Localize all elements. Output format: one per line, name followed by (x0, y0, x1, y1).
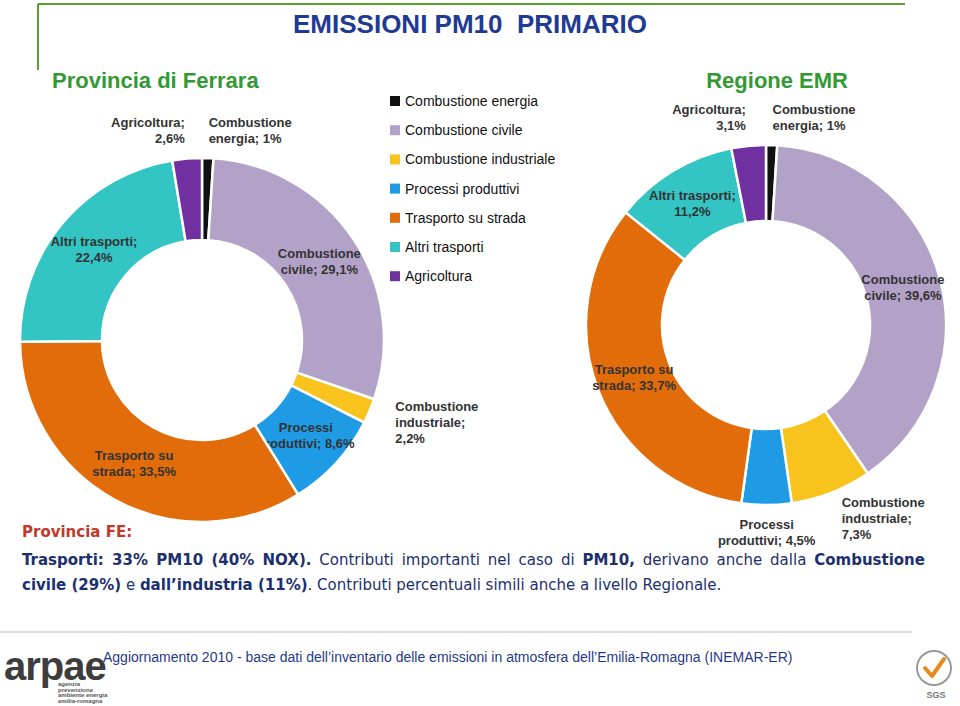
legend-swatch (390, 213, 400, 223)
frame-line (38, 3, 905, 5)
data-label-line: Combustione (773, 102, 856, 117)
legend-swatch (390, 125, 400, 135)
data-label: Combustionecivile; 29,1% (278, 246, 361, 277)
legend-label: Combustione industriale (405, 151, 555, 167)
badge-label: SGS (926, 690, 945, 700)
legend: Combustione energia Combustione civile Com… (390, 93, 555, 284)
data-label-line: Altri trasporti; (649, 188, 736, 203)
data-label-line: civile; 29,1% (281, 262, 359, 277)
data-label-line: Combustione (842, 495, 925, 510)
data-label-line: Agricoltura; (111, 115, 185, 130)
frame-line (37, 4, 39, 70)
data-label: Altri trasporti;22,4% (51, 234, 138, 265)
note-text: dall’industria (11%) (140, 576, 308, 594)
page-title: EMISSIONI PM10 PRIMARIO (293, 9, 647, 39)
data-label-line: strada; 33,5% (92, 464, 176, 479)
data-label: Trasporto sustrada; 33,7% (592, 362, 676, 393)
pie-slice (172, 158, 202, 241)
footer-source: Aggiornamento 2010 - base dati dell’inve… (103, 649, 792, 665)
pie-slice (731, 145, 766, 223)
data-label-line: industriale; (395, 415, 465, 430)
data-label-line: Altri trasporti; (51, 234, 138, 249)
data-label-line: Combustione (209, 115, 292, 130)
pie-slice (781, 411, 868, 503)
legend-label: Combustione civile (405, 122, 523, 138)
legend-swatch (390, 242, 400, 252)
note-heading: Provincia FE: (22, 523, 132, 541)
data-label: Trasporto sustrada; 33,5% (92, 448, 176, 479)
chart-title: Regione EMR (706, 68, 848, 93)
data-label-line: strada; 33,7% (592, 378, 676, 393)
data-label-line: energia; 1% (209, 131, 282, 146)
legend-swatch (390, 96, 400, 106)
note-text: PM10, (582, 551, 635, 569)
legend-swatch (390, 154, 400, 164)
chart-title: Provincia di Ferrara (52, 68, 259, 93)
data-label: Agricoltura;2,6% (111, 115, 185, 146)
slide: EMISSIONI PM10 PRIMARIO Provincia di Ferr… (0, 0, 960, 706)
legend-label: Combustione energia (405, 93, 538, 109)
data-label-line: produttivi; 4,5% (718, 533, 816, 548)
legend-label: Processi produttivi (405, 181, 519, 197)
pie-slice (20, 160, 186, 341)
note-text: . Contributi percentuali simili anche a … (308, 576, 722, 594)
pie-slice (208, 158, 384, 399)
legend-swatch (390, 184, 400, 194)
data-label-line: industriale; (842, 511, 912, 526)
data-label: Combustioneenergia; 1% (209, 115, 292, 146)
data-label: Combustioneindustriale;7,3% (842, 495, 925, 542)
data-label: Processiproduttivi; 4,5% (718, 517, 816, 548)
data-label: Altri trasporti;11,2% (649, 188, 736, 219)
data-label-line: Combustione (395, 399, 478, 414)
note-text: Trasporti: 33% PM10 (40% NOX). (22, 551, 311, 569)
note-text: derivano anche dalla (635, 551, 814, 569)
pie-slice (20, 341, 298, 522)
note-text: e (121, 576, 140, 594)
logo-subtitle: emilia-romagna (58, 698, 103, 704)
data-label-line: Processi (740, 517, 794, 532)
data-label: Processiproduttivi; 8,6% (257, 420, 355, 451)
data-label-line: 22,4% (76, 250, 113, 265)
data-label-line: 7,3% (842, 527, 872, 542)
logo: arpae (4, 644, 106, 688)
legend-swatch (390, 271, 400, 281)
data-label-line: Trasporto su (95, 448, 174, 463)
footer-rule (0, 632, 912, 633)
badge-check (925, 659, 944, 676)
pie-slice (586, 212, 752, 503)
legend-label: Trasporto su strada (405, 210, 526, 226)
legend-label: Agricoltura (405, 268, 472, 284)
data-label-line: Combustione (861, 272, 944, 287)
data-label-line: 11,2% (674, 204, 711, 219)
data-label: Combustionecivile; 39,6% (861, 272, 944, 303)
data-label-line: Agricoltura; (672, 102, 746, 117)
data-label: Agricoltura;3,1% (672, 102, 746, 133)
data-label-line: Trasporto su (595, 362, 674, 377)
data-label-line: energia; 1% (773, 118, 846, 133)
pie-chart: Regione EMRCombustioneenergia; 1%Combust… (586, 68, 946, 548)
note-text: Contributi importanti nel caso di (311, 551, 582, 569)
data-label-line: civile; 39,6% (864, 288, 942, 303)
data-label: Combustioneenergia; 1% (773, 102, 856, 133)
data-label-line: 3,1% (716, 118, 746, 133)
legend-label: Altri trasporti (405, 239, 484, 255)
data-label-line: Combustione (278, 246, 361, 261)
data-label-line: 2,2% (395, 431, 425, 446)
data-label-line: Processi (279, 420, 333, 435)
badge (917, 651, 951, 685)
data-label-line: produttivi; 8,6% (257, 436, 355, 451)
data-label-line: 2,6% (155, 131, 185, 146)
pie-slice (626, 148, 746, 260)
note: Trasporti: 33% PM10 (40% NOX). Contribut… (22, 548, 925, 598)
data-label: Combustioneindustriale;2,2% (395, 399, 478, 446)
